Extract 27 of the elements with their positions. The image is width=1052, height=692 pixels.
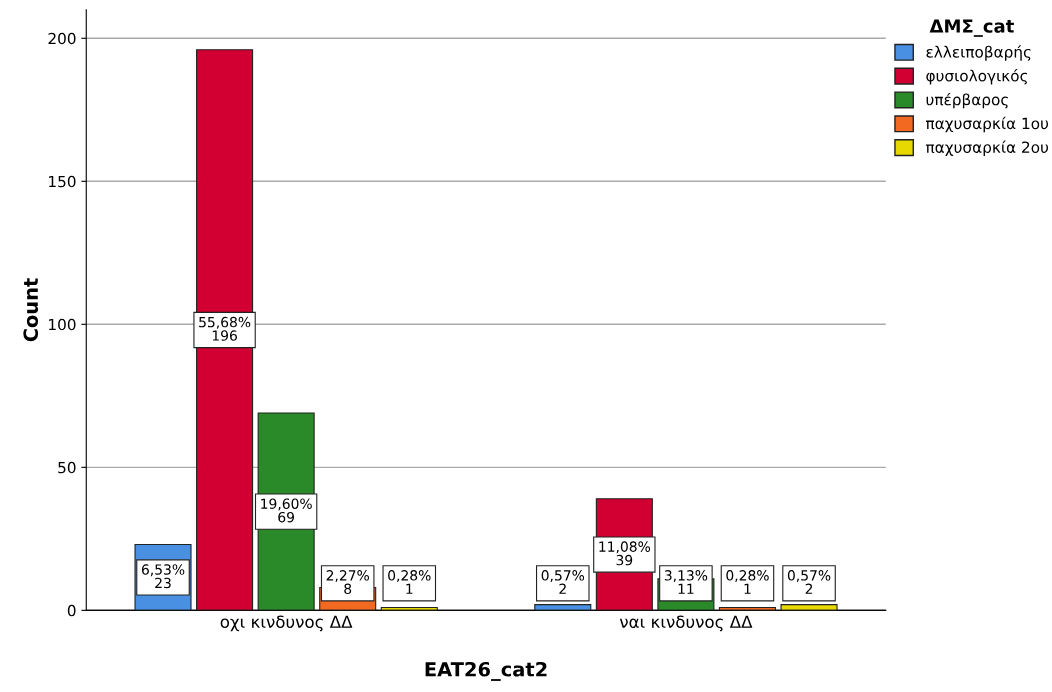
data-label: 6,53% 23 xyxy=(141,564,185,589)
x-tick-label: οχι κινδυνος ΔΔ xyxy=(220,615,353,632)
bar xyxy=(780,604,838,611)
y-tick-label: 50 xyxy=(58,461,76,474)
legend-label: φυσιολογικός xyxy=(926,69,1028,85)
legend-label: ελλειποβαρής xyxy=(926,45,1031,61)
x-axis-title: EAT26_cat2 xyxy=(425,661,547,681)
x-tick-label: ναι κινδυνος ΔΔ xyxy=(619,615,753,632)
data-label: 3,13% 11 xyxy=(664,570,708,594)
data-label: 55,68% 196 xyxy=(199,316,251,341)
y-tick-label: 150 xyxy=(49,175,76,188)
data-label: 0,28% 1 xyxy=(726,570,769,594)
data-label: 11,08% 39 xyxy=(599,541,651,566)
y-tick-label: 100 xyxy=(49,318,76,331)
legend-label: παχυσαρκία 1ου xyxy=(926,116,1049,133)
y-axis-title: Count xyxy=(23,278,39,342)
data-label: 2,27% 8 xyxy=(326,570,369,595)
y-tick-label: 200 xyxy=(48,32,76,45)
legend-label: παχυσαρκία 2ου xyxy=(926,140,1049,156)
data-label: 19,60% 69 xyxy=(261,498,312,523)
bar xyxy=(534,604,592,611)
data-label: 0,57% 2 xyxy=(541,570,585,594)
data-label: 0,28% 1 xyxy=(388,570,431,594)
y-tick-label: 0 xyxy=(67,604,76,617)
data-label: 0,57% 2 xyxy=(787,570,831,594)
legend-label: υπέρβαρος xyxy=(926,92,1008,109)
legend-title: ΔΜΣ_cat xyxy=(929,19,1014,37)
